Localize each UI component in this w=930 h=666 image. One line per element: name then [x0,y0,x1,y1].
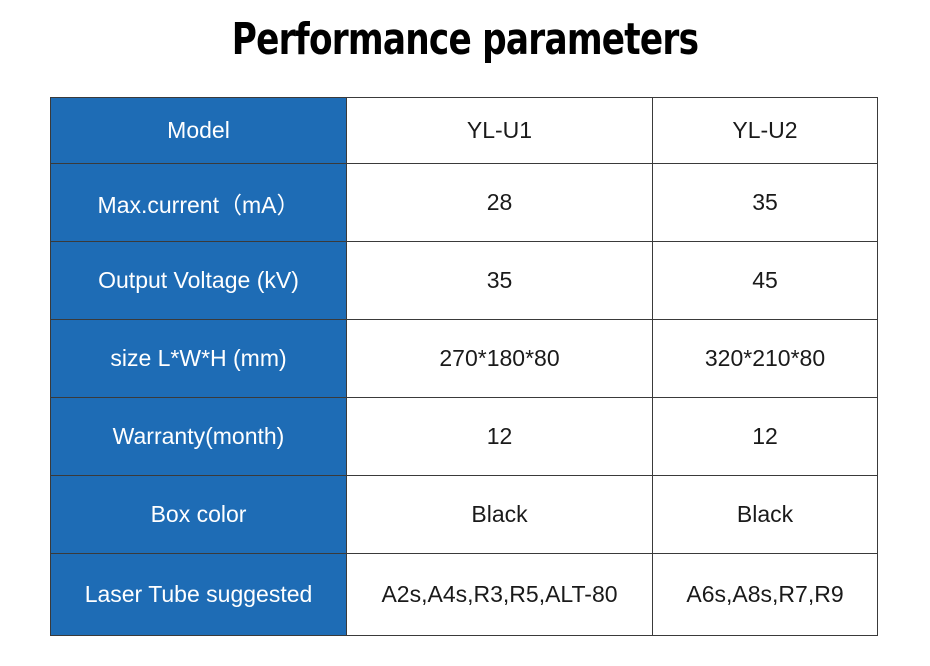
table-row: Box color Black Black [50,475,878,554]
yl-u1-output-voltage: 35 [346,241,653,320]
yl-u1-header-cell: YL-U1 [346,97,653,164]
yl-u2-size: 320*210*80 [652,319,878,398]
yl-u2-warranty: 12 [652,397,878,476]
table-row: size L*W*H (mm) 270*180*80 320*210*80 [50,319,878,398]
page-title: Performance parameters [231,14,699,65]
yl-u1-box-color: Black [346,475,653,554]
row-label-size: size L*W*H (mm) [50,319,347,398]
yl-u2-box-color: Black [652,475,878,554]
table-row: Output Voltage (kV) 35 45 [50,241,878,320]
row-label-laser-tube: Laser Tube suggested [50,553,347,636]
yl-u1-size: 270*180*80 [346,319,653,398]
row-label-output-voltage: Output Voltage (kV) [50,241,347,320]
yl-u1-laser-tube: A2s,A4s,R3,R5,ALT-80 [346,553,653,636]
yl-u2-laser-tube: A6s,A8s,R7,R9 [652,553,878,636]
model-header-cell: Model [50,97,347,164]
yl-u2-output-voltage: 45 [652,241,878,320]
table-row: Warranty(month) 12 12 [50,397,878,476]
table-header-row: Model YL-U1 YL-U2 [50,97,878,164]
yl-u1-max-current: 28 [346,163,653,242]
row-label-warranty: Warranty(month) [50,397,347,476]
table-row: Laser Tube suggested A2s,A4s,R3,R5,ALT-8… [50,553,878,636]
row-label-max-current: Max.current（mA） [50,163,347,242]
yl-u1-warranty: 12 [346,397,653,476]
yl-u2-header-cell: YL-U2 [652,97,878,164]
row-label-box-color: Box color [50,475,347,554]
performance-parameters-table: Model YL-U1 YL-U2 Max.current（mA） 28 35 … [50,97,878,636]
table-row: Max.current（mA） 28 35 [50,163,878,242]
yl-u2-max-current: 35 [652,163,878,242]
